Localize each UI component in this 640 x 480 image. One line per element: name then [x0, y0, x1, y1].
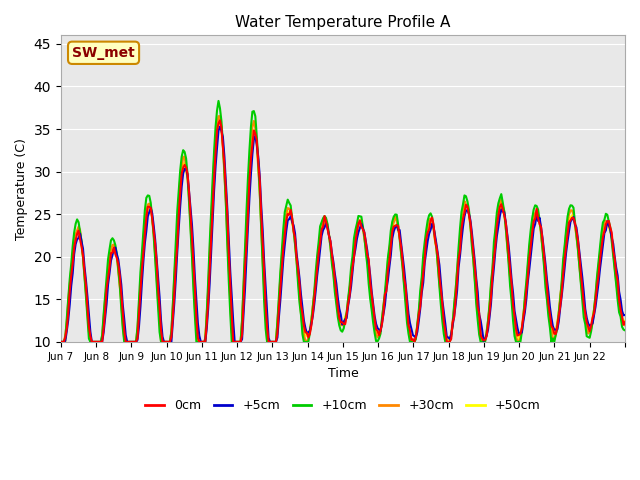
Title: Water Temperature Profile A: Water Temperature Profile A [236, 15, 451, 30]
Y-axis label: Temperature (C): Temperature (C) [15, 138, 28, 240]
X-axis label: Time: Time [328, 367, 358, 380]
Legend: 0cm, +5cm, +10cm, +30cm, +50cm: 0cm, +5cm, +10cm, +30cm, +50cm [140, 394, 546, 417]
Text: SW_met: SW_met [72, 46, 135, 60]
